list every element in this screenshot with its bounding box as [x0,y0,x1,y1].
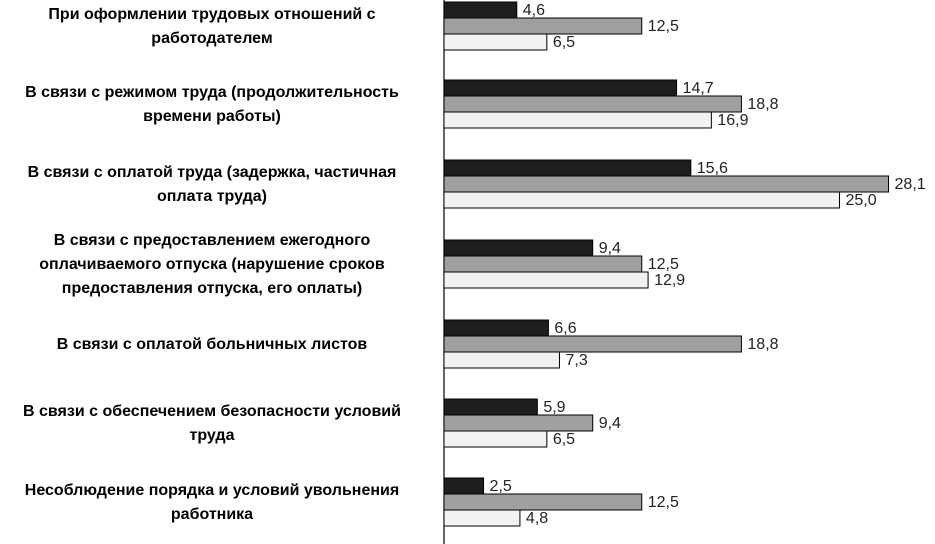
data-label-series-2: 12,5 [648,256,679,273]
category-label: В связи с режимом труда (продолжительнос… [25,84,399,101]
bar-series-2 [443,493,643,511]
data-label-series-2: 9,4 [599,415,621,432]
category-label: оплата труда) [157,188,267,205]
data-label-series-2: 28,1 [895,176,926,193]
bar-series-1 [443,1,518,19]
category-label: труда [190,427,235,444]
bar-series-2 [443,95,742,113]
data-label-series-3: 4,8 [526,510,548,527]
data-label-series-1: 15,6 [697,160,728,177]
bar-series-1 [443,477,485,495]
data-label-series-2: 18,8 [747,336,778,353]
category-label: работодателем [151,30,272,47]
data-label-series-2: 12,5 [648,18,679,35]
bar-series-2 [443,414,594,432]
bar-series-3 [443,430,548,448]
category-label: времени работы) [143,108,281,125]
category-label: работника [171,506,253,523]
data-label-series-3: 25,0 [846,192,877,209]
category-label: В связи с оплатой труда (задержка, части… [28,164,397,181]
data-label-series-1: 4,6 [523,2,545,19]
bar-series-1 [443,398,538,416]
data-label-series-1: 14,7 [683,80,714,97]
bar-series-3 [443,351,560,369]
bar-series-2 [443,335,742,353]
data-label-series-1: 6,6 [554,320,576,337]
bar-series-2 [443,255,643,273]
bar-series-1 [443,159,692,177]
category-label: В связи с предоставлением ежегодного [54,232,371,249]
bar-series-2 [443,17,643,35]
category-label: Несоблюдение порядка и условий увольнени… [25,482,399,499]
bar-series-3 [443,271,649,289]
data-label-series-2: 18,8 [747,96,778,113]
category-label: При оформлении трудовых отношений с [48,6,375,23]
bar-series-1 [443,319,549,337]
category-label: В связи с оплатой больничных листов [57,336,368,353]
data-label-series-1: 2,5 [490,478,512,495]
data-label-series-3: 16,9 [717,112,748,129]
data-label-series-3: 6,5 [553,34,575,51]
category-label: предоставления отпуска, его оплаты) [62,280,362,297]
bar-series-3 [443,111,712,129]
category-label: В связи с обеспечением безопасности усло… [23,403,401,420]
data-label-series-2: 12,5 [648,494,679,511]
bar-series-1 [443,79,678,97]
bar-series-2 [443,175,890,193]
data-label-series-1: 5,9 [543,399,565,416]
data-label-series-3: 7,3 [565,352,587,369]
data-label-series-3: 6,5 [553,431,575,448]
bar-series-3 [443,33,548,51]
data-label-series-3: 12,9 [654,272,685,289]
data-label-series-1: 9,4 [599,240,621,257]
bar-series-3 [443,191,840,209]
bar-series-1 [443,239,594,257]
bar-series-3 [443,509,521,527]
category-label: оплачиваемого отпуска (нарушение сроков [39,256,385,273]
